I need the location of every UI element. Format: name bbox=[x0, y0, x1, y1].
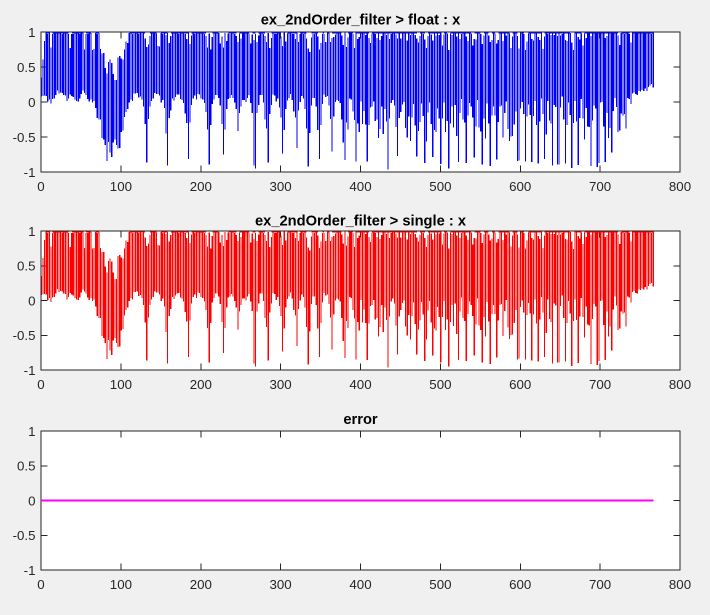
svg-text:500: 500 bbox=[429, 377, 451, 392]
svg-text:200: 200 bbox=[190, 179, 212, 194]
svg-text:ex_2ndOrder_filter > float : x: ex_2ndOrder_filter > float : x bbox=[261, 12, 461, 28]
svg-text:400: 400 bbox=[349, 377, 371, 392]
svg-text:400: 400 bbox=[349, 577, 371, 592]
svg-text:500: 500 bbox=[429, 577, 451, 592]
svg-text:400: 400 bbox=[349, 179, 371, 194]
svg-text:-1: -1 bbox=[24, 165, 36, 180]
svg-text:700: 700 bbox=[589, 377, 611, 392]
svg-text:-1: -1 bbox=[24, 563, 36, 578]
svg-text:100: 100 bbox=[110, 179, 132, 194]
svg-text:1: 1 bbox=[28, 25, 35, 40]
svg-text:700: 700 bbox=[589, 179, 611, 194]
svg-text:800: 800 bbox=[669, 179, 691, 194]
svg-text:0: 0 bbox=[37, 179, 44, 194]
svg-text:0.5: 0.5 bbox=[17, 259, 36, 274]
svg-text:0: 0 bbox=[28, 293, 35, 308]
svg-text:0: 0 bbox=[37, 377, 44, 392]
svg-text:1: 1 bbox=[28, 424, 35, 439]
svg-text:ex_2ndOrder_filter > single :: ex_2ndOrder_filter > single : x bbox=[255, 213, 467, 229]
svg-text:100: 100 bbox=[110, 577, 132, 592]
svg-text:0.5: 0.5 bbox=[17, 459, 36, 474]
svg-text:800: 800 bbox=[669, 577, 691, 592]
svg-text:200: 200 bbox=[190, 577, 212, 592]
svg-text:error: error bbox=[343, 412, 378, 428]
svg-text:-0.5: -0.5 bbox=[13, 528, 36, 543]
svg-text:800: 800 bbox=[669, 377, 691, 392]
svg-text:1: 1 bbox=[28, 224, 35, 239]
svg-text:0: 0 bbox=[28, 493, 35, 508]
svg-text:100: 100 bbox=[110, 377, 132, 392]
svg-text:700: 700 bbox=[589, 577, 611, 592]
svg-text:300: 300 bbox=[270, 377, 292, 392]
svg-text:600: 600 bbox=[509, 377, 531, 392]
svg-text:300: 300 bbox=[270, 179, 292, 194]
svg-text:600: 600 bbox=[509, 577, 531, 592]
svg-text:0: 0 bbox=[28, 95, 35, 110]
svg-text:0.5: 0.5 bbox=[17, 60, 36, 75]
svg-text:-1: -1 bbox=[24, 363, 36, 378]
svg-text:200: 200 bbox=[190, 377, 212, 392]
svg-text:500: 500 bbox=[429, 179, 451, 194]
svg-text:300: 300 bbox=[270, 577, 292, 592]
svg-text:-0.5: -0.5 bbox=[13, 328, 36, 343]
svg-text:0: 0 bbox=[37, 577, 44, 592]
svg-text:-0.5: -0.5 bbox=[13, 130, 36, 145]
svg-text:600: 600 bbox=[509, 179, 531, 194]
